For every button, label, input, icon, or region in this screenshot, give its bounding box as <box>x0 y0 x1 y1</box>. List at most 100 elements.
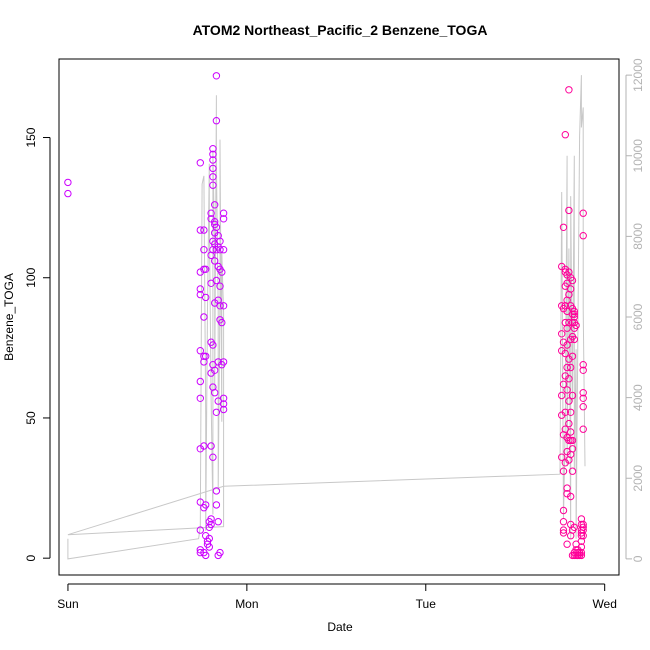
data-point <box>565 86 573 94</box>
data-point <box>570 310 578 318</box>
data-point <box>196 394 205 402</box>
data-point <box>558 330 566 338</box>
data-point <box>219 400 228 408</box>
data-point <box>579 526 587 534</box>
right-y-tick-label: 10000 <box>631 139 645 173</box>
points-layer <box>64 72 587 560</box>
data-point <box>207 209 215 217</box>
right-y-tick-label: 4000 <box>631 384 645 411</box>
data-point <box>212 408 221 416</box>
y-tick-label: 150 <box>24 127 38 147</box>
data-point <box>219 302 228 310</box>
x-tick-label: Sun <box>57 597 78 611</box>
data-point <box>565 318 573 327</box>
data-point <box>207 520 215 529</box>
data-point <box>565 206 573 215</box>
plot-frame <box>58 58 620 576</box>
data-point <box>559 467 568 475</box>
data-point <box>219 209 228 217</box>
data-point <box>563 484 571 492</box>
secondary-line-layer <box>67 75 586 560</box>
data-point <box>559 526 568 534</box>
right-y-tick-label: 2000 <box>631 465 645 492</box>
data-point <box>209 453 217 461</box>
data-point <box>570 335 578 344</box>
data-point <box>567 363 575 372</box>
data-point <box>64 189 72 198</box>
data-point <box>579 389 587 397</box>
data-point <box>219 394 228 402</box>
data-point <box>209 181 217 189</box>
data-point <box>205 534 214 543</box>
data-point <box>579 394 587 402</box>
y-tick-label: 100 <box>24 267 38 287</box>
data-point <box>579 361 587 369</box>
data-point <box>565 397 573 405</box>
right-y-tick-label: 8000 <box>631 223 645 250</box>
data-point <box>570 307 578 316</box>
data-point <box>568 276 577 285</box>
data-point <box>212 276 221 285</box>
data-point <box>559 529 568 537</box>
data-point <box>212 117 221 125</box>
data-point <box>209 164 217 173</box>
data-point <box>209 173 217 181</box>
data-point <box>563 341 571 349</box>
data-point <box>212 72 221 80</box>
data-point <box>567 285 575 293</box>
right-y-axis: 0 2000 4000 6000 8000 10000 12000 <box>625 58 645 562</box>
data-point <box>207 442 215 450</box>
right-y-tick-label: 12000 <box>631 58 645 92</box>
data-point <box>579 209 587 217</box>
data-point <box>211 257 219 265</box>
data-point <box>211 389 219 397</box>
data-point <box>200 442 208 450</box>
data-point <box>219 405 228 414</box>
right-y-tick-label: 0 <box>631 555 645 562</box>
data-point <box>567 492 575 501</box>
data-point <box>212 223 221 232</box>
data-point <box>216 548 224 557</box>
data-point <box>565 419 573 428</box>
data-point <box>212 501 221 509</box>
chart-title: ATOM2 Northeast_Pacific_2 Benzene_TOGA <box>193 22 488 38</box>
y-axis: 0 50 100 150 <box>24 127 51 562</box>
data-point <box>209 156 217 164</box>
secondary-series-line <box>67 75 586 560</box>
x-tick-label: Mon <box>235 597 258 611</box>
x-tick-label: Wed <box>592 597 616 611</box>
data-point <box>218 268 226 276</box>
data-point <box>200 226 208 234</box>
data-point <box>568 391 577 400</box>
data-point <box>579 403 587 411</box>
data-point <box>568 445 577 453</box>
data-point <box>219 246 228 254</box>
data-point <box>211 366 219 374</box>
data-point <box>570 523 578 531</box>
data-point <box>202 501 210 509</box>
data-point <box>568 467 577 475</box>
data-point <box>577 551 586 560</box>
data-point <box>559 506 568 515</box>
data-point <box>205 543 214 551</box>
data-point <box>568 436 577 445</box>
data-point <box>577 543 586 551</box>
data-point <box>196 226 205 234</box>
data-point <box>579 523 587 531</box>
data-point <box>568 352 577 360</box>
data-point <box>196 377 205 386</box>
x-tick-label: Tue <box>416 597 437 611</box>
data-point <box>202 265 210 273</box>
data-point <box>561 349 569 358</box>
data-point <box>200 246 208 254</box>
data-point <box>558 453 566 461</box>
data-point <box>579 520 587 529</box>
data-point <box>563 386 571 394</box>
x-axis: Sun Mon Tue Wed <box>57 583 617 611</box>
right-y-tick-label: 6000 <box>631 303 645 330</box>
data-point <box>558 391 566 400</box>
data-point <box>207 515 215 523</box>
data-point <box>209 145 217 153</box>
data-point <box>561 131 569 139</box>
